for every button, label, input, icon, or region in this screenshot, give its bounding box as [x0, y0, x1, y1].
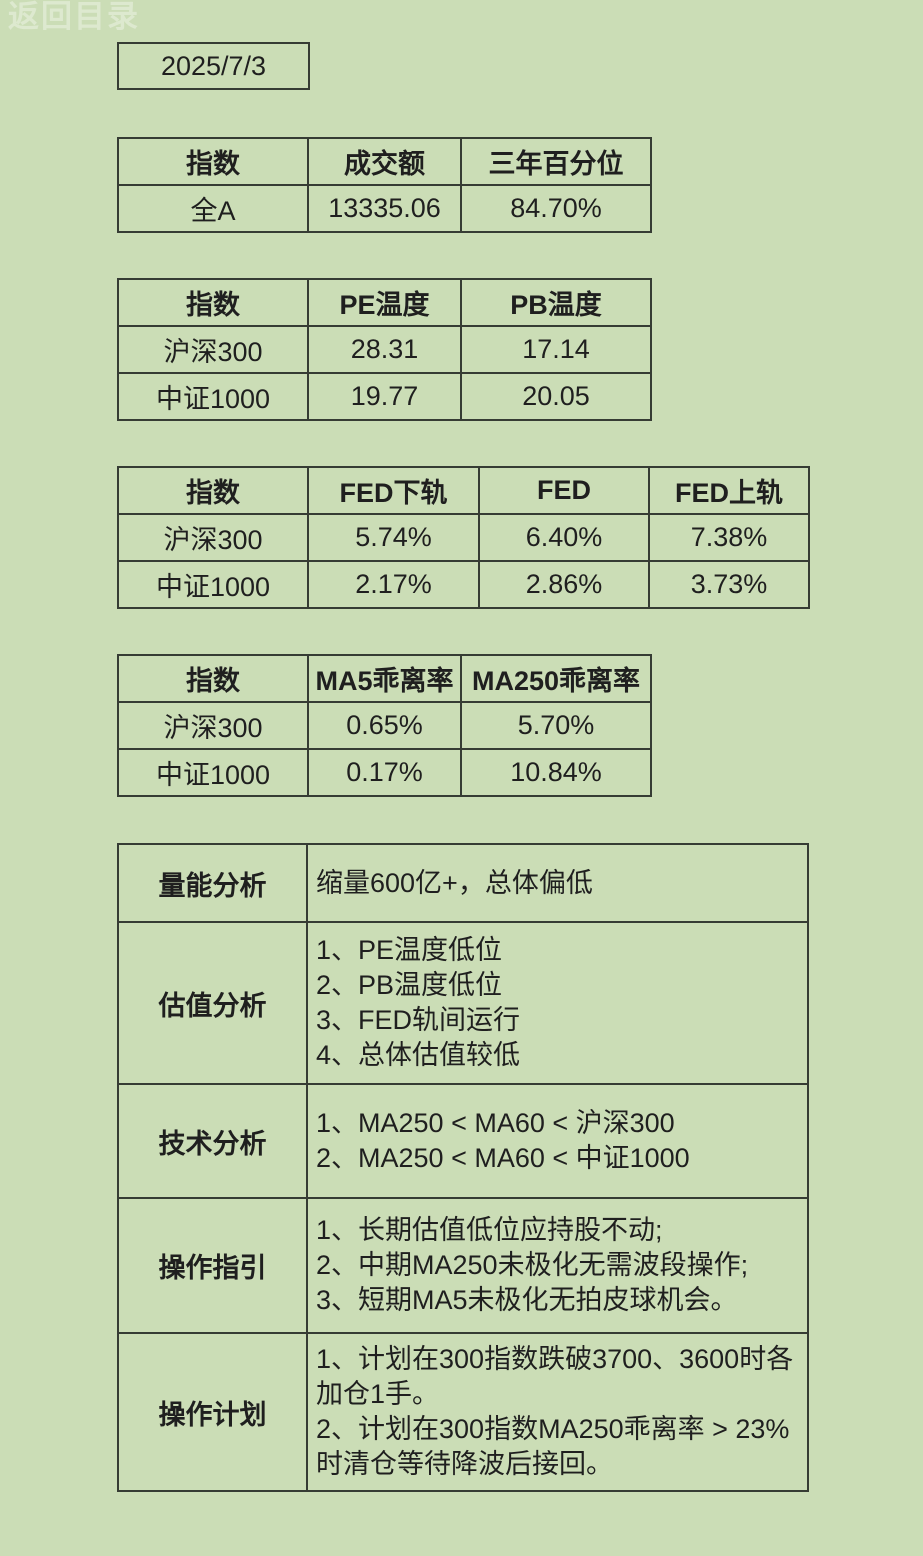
back-to-toc-link[interactable]: 返回目录 — [8, 0, 140, 34]
analysis-row-volume: 量能分析 缩量600亿+，总体偏低 — [117, 843, 809, 923]
cell-pe-temp-value: 19.77 — [307, 372, 462, 421]
cell-percentile-value: 84.70% — [460, 184, 652, 233]
cell-index-name: 全A — [117, 184, 309, 233]
table-header-row: 指数 FED下轨 FED FED上轨 — [117, 466, 810, 515]
table-header-row: 指数 成交额 三年百分位 — [117, 137, 652, 186]
analysis-line: 2、PB温度低位 — [316, 970, 503, 1000]
header-cell-fed-upper: FED上轨 — [648, 466, 810, 515]
analysis-table: 量能分析 缩量600亿+，总体偏低 估值分析 1、PE温度低位 2、PB温度低位… — [117, 843, 809, 1492]
header-cell-index: 指数 — [117, 466, 309, 515]
analysis-row-plan: 操作计划 1、计划在300指数跌破3700、3600时各加仓1手。 2、计划在3… — [117, 1332, 809, 1492]
analysis-line: 2、MA250 < MA60 < 中证1000 — [316, 1143, 690, 1173]
analysis-line: 1、长期估值低位应持股不动; — [316, 1215, 663, 1245]
table-row: 沪深300 5.74% 6.40% 7.38% — [117, 513, 810, 562]
analysis-line: 缩量600亿+，总体偏低 — [316, 867, 593, 898]
analysis-line: 1、PE温度低位 — [316, 935, 503, 965]
table-row: 中证1000 0.17% 10.84% — [117, 748, 652, 797]
header-cell-turnover: 成交额 — [307, 137, 462, 186]
analysis-row-technical: 技术分析 1、MA250 < MA60 < 沪深300 2、MA250 < MA… — [117, 1083, 809, 1199]
table-header-row: 指数 PE温度 PB温度 — [117, 278, 652, 327]
analysis-content: 1、MA250 < MA60 < 沪深300 2、MA250 < MA60 < … — [306, 1083, 809, 1199]
header-cell-ma250-bias: MA250乖离率 — [460, 654, 652, 703]
analysis-line: 3、短期MA5未极化无拍皮球机会。 — [316, 1285, 738, 1315]
analysis-content: 缩量600亿+，总体偏低 — [306, 843, 809, 923]
header-cell-percentile: 三年百分位 — [460, 137, 652, 186]
bias-table: 指数 MA5乖离率 MA250乖离率 沪深300 0.65% 5.70% 中证1… — [117, 654, 652, 797]
header-cell-ma5-bias: MA5乖离率 — [307, 654, 462, 703]
cell-fed-upper-value: 7.38% — [648, 513, 810, 562]
cell-fed-upper-value: 3.73% — [648, 560, 810, 609]
header-cell-fed: FED — [478, 466, 650, 515]
cell-ma250-bias-value: 10.84% — [460, 748, 652, 797]
cell-turnover-value: 13335.06 — [307, 184, 462, 233]
analysis-line: 4、总体估值较低 — [316, 1040, 521, 1070]
analysis-label: 操作指引 — [117, 1197, 308, 1334]
header-cell-index: 指数 — [117, 137, 309, 186]
analysis-line: 3、FED轨间运行 — [316, 1005, 521, 1035]
analysis-line: 1、MA250 < MA60 < 沪深300 — [316, 1108, 675, 1138]
header-cell-index: 指数 — [117, 278, 309, 327]
analysis-label: 操作计划 — [117, 1332, 308, 1492]
analysis-line: 2、中期MA250未极化无需波段操作; — [316, 1250, 749, 1280]
cell-pe-temp-value: 28.31 — [307, 325, 462, 374]
turnover-table: 指数 成交额 三年百分位 全A 13335.06 84.70% — [117, 137, 652, 233]
header-cell-index: 指数 — [117, 654, 309, 703]
analysis-label: 技术分析 — [117, 1083, 308, 1199]
table-row: 中证1000 2.17% 2.86% 3.73% — [117, 560, 810, 609]
cell-ma5-bias-value: 0.65% — [307, 701, 462, 750]
analysis-row-guideline: 操作指引 1、长期估值低位应持股不动; 2、中期MA250未极化无需波段操作; … — [117, 1197, 809, 1334]
analysis-label: 估值分析 — [117, 921, 308, 1085]
cell-index-name: 沪深300 — [117, 513, 309, 562]
cell-fed-value: 2.86% — [478, 560, 650, 609]
cell-ma250-bias-value: 5.70% — [460, 701, 652, 750]
analysis-label: 量能分析 — [117, 843, 308, 923]
date-box: 2025/7/3 — [117, 42, 310, 90]
analysis-line: 2、计划在300指数MA250乖离率 > 23%时清仓等待降波后接回。 — [316, 1414, 790, 1479]
cell-index-name: 中证1000 — [117, 560, 309, 609]
table-row: 中证1000 19.77 20.05 — [117, 372, 652, 421]
cell-pb-temp-value: 17.14 — [460, 325, 652, 374]
analysis-content: 1、长期估值低位应持股不动; 2、中期MA250未极化无需波段操作; 3、短期M… — [306, 1197, 809, 1334]
table-row: 沪深300 0.65% 5.70% — [117, 701, 652, 750]
analysis-line: 1、计划在300指数跌破3700、3600时各加仓1手。 — [316, 1344, 794, 1409]
cell-ma5-bias-value: 0.17% — [307, 748, 462, 797]
fed-table: 指数 FED下轨 FED FED上轨 沪深300 5.74% 6.40% 7.3… — [117, 466, 810, 609]
temperature-table: 指数 PE温度 PB温度 沪深300 28.31 17.14 中证1000 19… — [117, 278, 652, 421]
cell-index-name: 中证1000 — [117, 748, 309, 797]
cell-fed-lower-value: 2.17% — [307, 560, 480, 609]
header-cell-fed-lower: FED下轨 — [307, 466, 480, 515]
analysis-row-valuation: 估值分析 1、PE温度低位 2、PB温度低位 3、FED轨间运行 4、总体估值较… — [117, 921, 809, 1085]
analysis-content: 1、PE温度低位 2、PB温度低位 3、FED轨间运行 4、总体估值较低 — [306, 921, 809, 1085]
table-header-row: 指数 MA5乖离率 MA250乖离率 — [117, 654, 652, 703]
cell-index-name: 中证1000 — [117, 372, 309, 421]
header-cell-pb-temp: PB温度 — [460, 278, 652, 327]
cell-index-name: 沪深300 — [117, 701, 309, 750]
cell-pb-temp-value: 20.05 — [460, 372, 652, 421]
cell-fed-lower-value: 5.74% — [307, 513, 480, 562]
analysis-content: 1、计划在300指数跌破3700、3600时各加仓1手。 2、计划在300指数M… — [306, 1332, 809, 1492]
table-row: 全A 13335.06 84.70% — [117, 184, 652, 233]
cell-fed-value: 6.40% — [478, 513, 650, 562]
cell-index-name: 沪深300 — [117, 325, 309, 374]
header-cell-pe-temp: PE温度 — [307, 278, 462, 327]
table-row: 沪深300 28.31 17.14 — [117, 325, 652, 374]
